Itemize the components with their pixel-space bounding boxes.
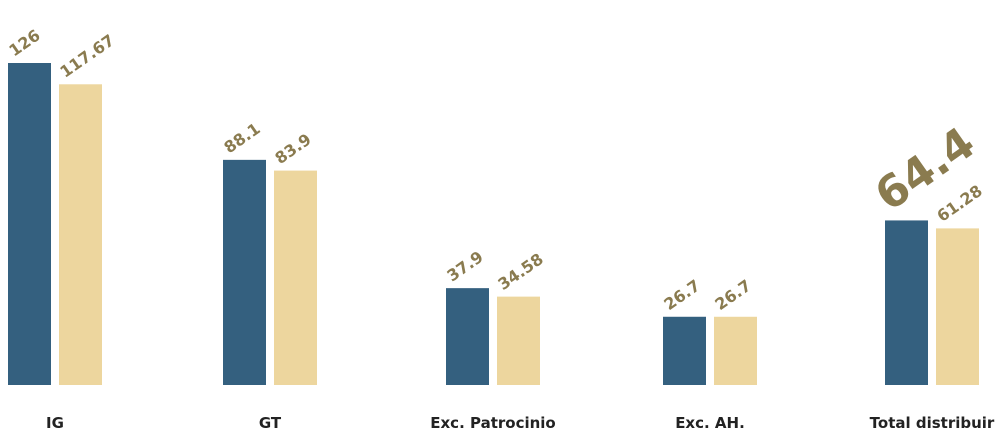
value-label-2-1: 117.67 (56, 31, 117, 82)
bar-1-2 (223, 159, 266, 385)
category-label-4: Exc. AH. (675, 414, 745, 432)
bar-2-1 (59, 84, 102, 385)
bar-2-3 (497, 296, 540, 385)
bar-1-1 (8, 63, 51, 385)
category-labels-group: IG GT Exc. Patrocinio Exc. AH. Total distrib… (46, 414, 995, 432)
value-label-1-3: 37.9 (443, 247, 486, 285)
bar-2-2 (274, 170, 317, 385)
bar-1-4 (663, 316, 706, 385)
bars-group (8, 63, 979, 385)
category-label-1: IG (46, 414, 64, 432)
value-label-2-4: 26.7 (711, 276, 754, 314)
value-label-1-1: 126 (5, 26, 43, 61)
bar-2-4 (714, 316, 757, 385)
value-label-2-3: 34.58 (494, 249, 546, 294)
value-label-1-4: 26.7 (660, 276, 703, 314)
bar-2-5 (936, 228, 979, 385)
category-label-2: GT (259, 414, 282, 432)
value-label-1-2: 88.1 (220, 119, 263, 157)
value-label-2-2: 83.9 (271, 130, 314, 168)
bar-1-3 (446, 288, 489, 385)
category-label-5: Total distribuir (870, 414, 995, 432)
bar-1-5 (885, 220, 928, 385)
category-label-3: Exc. Patrocinio (430, 414, 555, 432)
